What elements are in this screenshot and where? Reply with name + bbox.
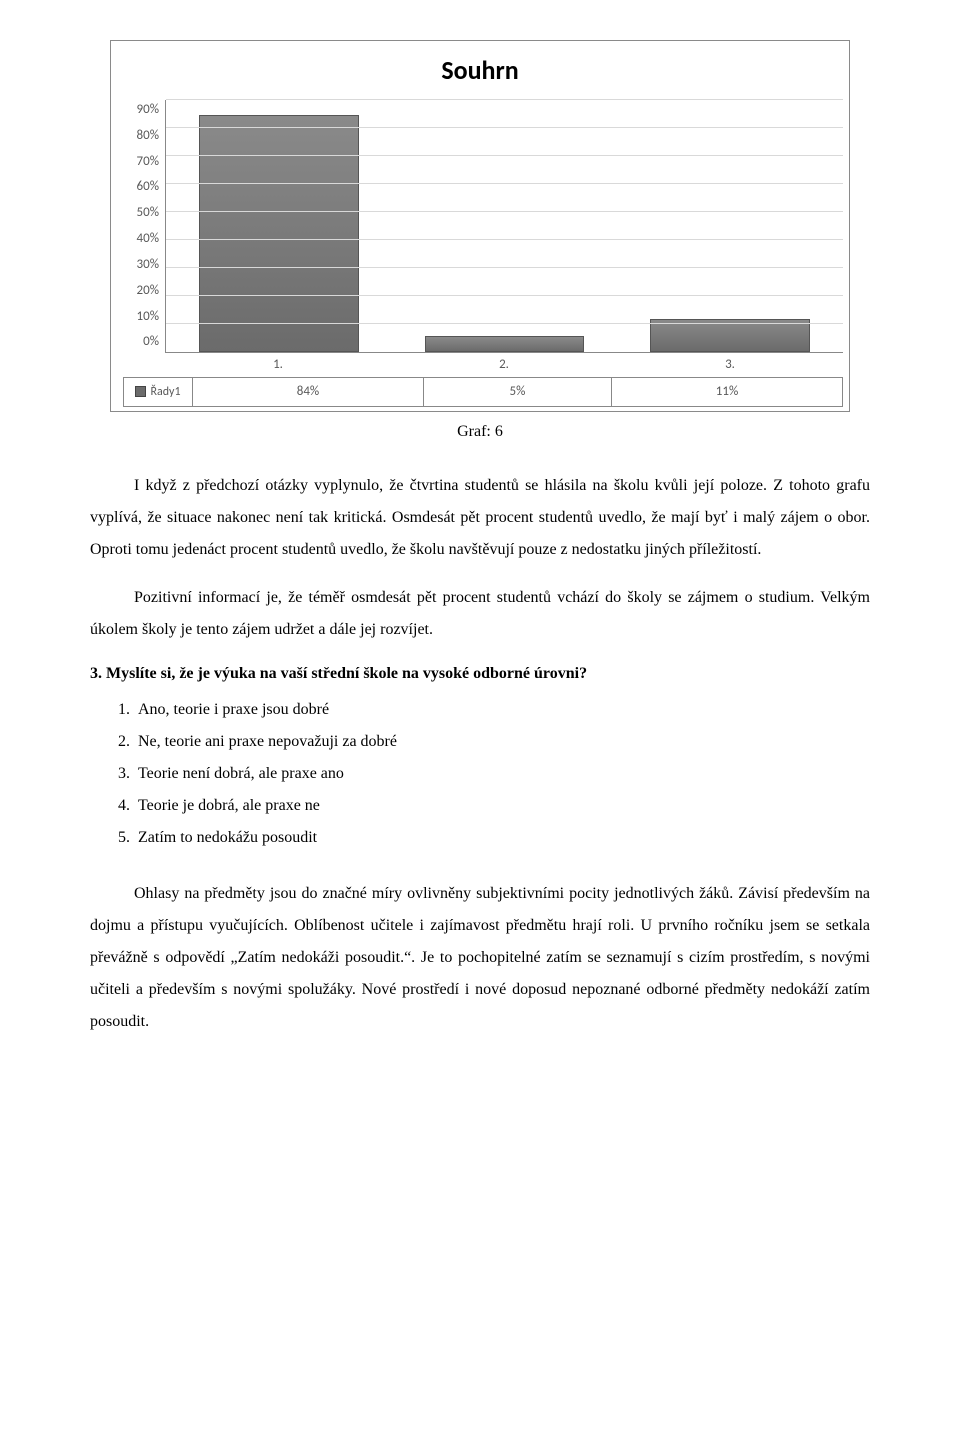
chart-data-table: Řady1 84% 5% 11%: [123, 377, 843, 407]
table-cell: 84%: [193, 378, 424, 407]
bar: [425, 336, 585, 352]
answer-item: Zatím to nedokážu posoudit: [134, 822, 870, 854]
chart-title: Souhrn: [117, 51, 843, 90]
ytick: 10%: [137, 307, 159, 327]
question-number: 3.: [90, 665, 102, 682]
x-axis: 1. 2. 3.: [165, 353, 843, 377]
answer-item: Teorie je dobrá, ale praxe ne: [134, 790, 870, 822]
bars-group: [166, 100, 843, 352]
grid-line: [166, 295, 843, 296]
ytick: 70%: [137, 152, 159, 172]
chart-caption: Graf: 6: [90, 420, 870, 444]
bar: [650, 319, 810, 352]
answer-item: Teorie není dobrá, ale praxe ano: [134, 758, 870, 790]
table-cell: 11%: [612, 378, 843, 407]
ytick: 60%: [137, 177, 159, 197]
ytick: 50%: [137, 203, 159, 223]
xtick: 2.: [391, 355, 617, 375]
answer-item: Ne, teorie ani praxe nepovažuji za dobré: [134, 726, 870, 758]
ytick: 30%: [137, 255, 159, 275]
ytick: 20%: [137, 281, 159, 301]
question-text: Myslíte si, že je výuka na vaší střední …: [106, 665, 587, 682]
series-label: Řady1: [150, 385, 180, 399]
legend-swatch-icon: [135, 386, 146, 397]
bar: [199, 115, 359, 352]
table-row: Řady1 84% 5% 11%: [124, 378, 843, 407]
ytick: 0%: [143, 332, 159, 352]
ytick: 80%: [137, 126, 159, 146]
answer-item: Ano, teorie i praxe jsou dobré: [134, 694, 870, 726]
grid-line: [166, 183, 843, 184]
table-cell: 5%: [423, 378, 611, 407]
paragraph: Pozitivní informací je, že téměř osmdesá…: [90, 582, 870, 646]
paragraph: Ohlasy na předměty jsou do značné míry o…: [90, 878, 870, 1038]
legend-cell: Řady1: [124, 378, 193, 407]
answers-list: Ano, teorie i praxe jsou dobré Ne, teori…: [134, 694, 870, 854]
grid-line: [166, 211, 843, 212]
xtick: 1.: [165, 355, 391, 375]
grid-line: [166, 267, 843, 268]
ytick: 90%: [137, 100, 159, 120]
grid-line: [166, 239, 843, 240]
bar-slot: [166, 100, 392, 352]
bar-slot: [392, 100, 618, 352]
question-heading: 3. Myslíte si, že je výuka na vaší střed…: [90, 662, 870, 686]
xtick: 3.: [617, 355, 843, 375]
ytick: 40%: [137, 229, 159, 249]
bar-slot: [617, 100, 843, 352]
paragraph: I když z předchozí otázky vyplynulo, že …: [90, 470, 870, 566]
y-axis: 90% 80% 70% 60% 50% 40% 30% 20% 10% 0%: [117, 100, 165, 352]
plot-area: [165, 100, 843, 353]
chart-container: Souhrn 90% 80% 70% 60% 50% 40% 30% 20% 1…: [110, 40, 850, 412]
plot-wrap: 90% 80% 70% 60% 50% 40% 30% 20% 10% 0%: [117, 100, 843, 353]
grid-line: [166, 155, 843, 156]
grid-line: [166, 99, 843, 100]
grid-line: [166, 323, 843, 324]
grid-line: [166, 127, 843, 128]
